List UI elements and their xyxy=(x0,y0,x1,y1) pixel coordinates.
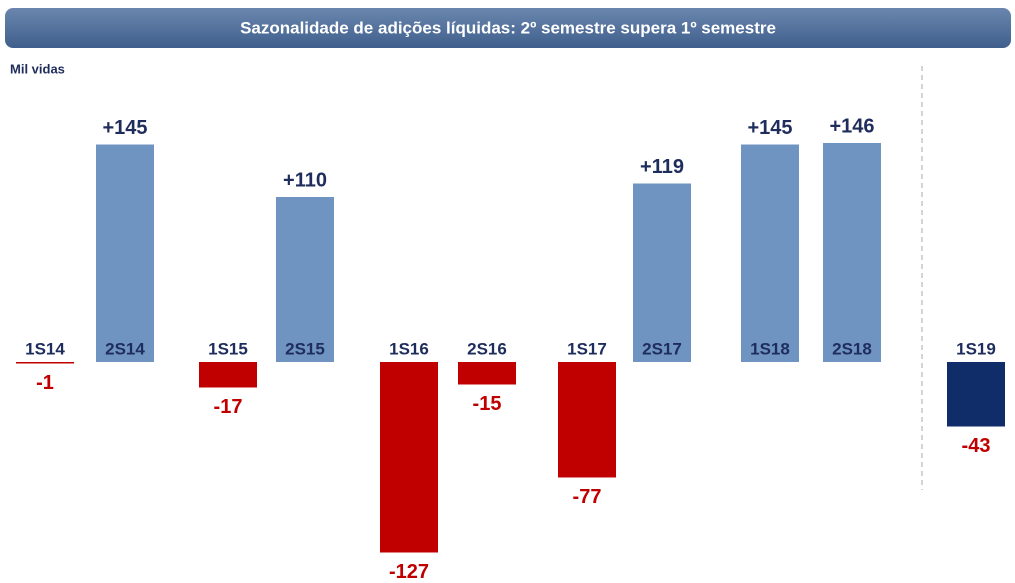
value-label: -127 xyxy=(389,561,429,583)
chart-title: Sazonalidade de adições líquidas: 2º sem… xyxy=(240,18,776,37)
x-tick-label: 2S15 xyxy=(285,339,325,358)
bar xyxy=(741,144,799,362)
value-label: -15 xyxy=(473,393,502,415)
bar xyxy=(96,144,154,362)
title-banner xyxy=(5,8,1011,48)
x-tick-label: 1S19 xyxy=(956,339,996,358)
bar xyxy=(823,143,881,362)
x-tick-label: 1S18 xyxy=(750,339,790,358)
value-label: -1 xyxy=(36,372,54,394)
bar xyxy=(633,183,691,362)
x-tick-label: 2S17 xyxy=(642,339,682,358)
value-label: -43 xyxy=(962,435,991,457)
value-label: +146 xyxy=(829,115,874,137)
x-tick-label: 1S14 xyxy=(25,339,65,358)
bar xyxy=(380,362,438,553)
value-label: +119 xyxy=(640,156,684,178)
bar xyxy=(458,362,516,385)
x-tick-label: 2S14 xyxy=(105,339,145,358)
x-tick-label: 1S16 xyxy=(389,339,429,358)
x-tick-label: 1S17 xyxy=(567,339,607,358)
value-label: -17 xyxy=(214,396,243,418)
value-label: +110 xyxy=(283,169,327,191)
x-tick-label: 2S16 xyxy=(467,339,507,358)
unit-label: Mil vidas xyxy=(10,61,65,76)
bar xyxy=(16,362,74,364)
value-label: +145 xyxy=(102,117,147,139)
value-label: +145 xyxy=(747,117,792,139)
value-label: -77 xyxy=(573,486,602,508)
x-tick-label: 1S15 xyxy=(208,339,248,358)
bar xyxy=(947,362,1005,427)
x-tick-label: 2S18 xyxy=(832,339,872,358)
bar xyxy=(558,362,616,478)
bar xyxy=(276,197,334,362)
bar xyxy=(199,362,257,388)
